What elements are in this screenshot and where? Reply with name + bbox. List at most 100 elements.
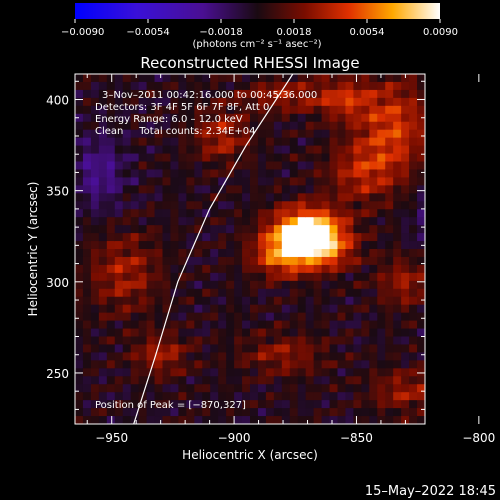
heatmap-cell bbox=[75, 177, 84, 186]
heatmap-cell bbox=[114, 352, 124, 361]
heatmap-cell bbox=[178, 352, 187, 361]
heatmap-cell bbox=[329, 304, 339, 314]
heatmap-cell bbox=[90, 360, 100, 369]
heatmap-cell bbox=[345, 129, 354, 139]
heatmap-cell bbox=[385, 288, 394, 298]
heatmap-cell bbox=[178, 105, 187, 115]
heatmap-cell bbox=[281, 81, 291, 91]
heatmap-cell bbox=[218, 225, 227, 234]
heatmap-cell bbox=[385, 408, 394, 417]
heatmap-cell bbox=[122, 217, 132, 226]
heatmap-cell bbox=[361, 376, 370, 385]
heatmap-cell bbox=[170, 201, 179, 210]
heatmap-cell bbox=[154, 225, 164, 234]
heatmap-cell bbox=[226, 392, 235, 401]
heatmap-cell bbox=[242, 288, 251, 298]
heatmap-cell bbox=[417, 145, 425, 155]
heatmap-cell bbox=[321, 400, 331, 409]
heatmap-cell bbox=[250, 145, 259, 155]
heatmap-cell bbox=[162, 193, 172, 202]
heatmap-cell bbox=[98, 376, 108, 385]
heatmap-cell bbox=[329, 145, 339, 155]
heatmap-cell bbox=[297, 74, 307, 83]
heatmap-cell bbox=[305, 121, 315, 131]
heatmap-cell bbox=[178, 193, 187, 202]
heatmap-cell bbox=[250, 272, 259, 282]
heatmap-cell bbox=[146, 153, 156, 163]
heatmap-cell bbox=[210, 360, 219, 369]
heatmap-cell bbox=[234, 81, 243, 91]
heatmap-cell bbox=[162, 296, 172, 306]
heatmap-cell bbox=[289, 113, 299, 123]
heatmap-cell bbox=[162, 225, 172, 234]
heatmap-cell bbox=[353, 137, 362, 147]
heatmap-cell bbox=[130, 344, 140, 353]
heatmap-cell bbox=[162, 89, 172, 99]
heatmap-cell bbox=[202, 352, 211, 361]
heatmap-cell bbox=[257, 304, 267, 314]
heatmap-cell bbox=[401, 328, 410, 338]
heatmap-cell bbox=[106, 392, 116, 401]
heatmap-cell bbox=[106, 145, 116, 155]
heatmap-cell bbox=[401, 312, 410, 322]
heatmap-cell bbox=[305, 201, 315, 210]
heatmap-cell bbox=[98, 121, 108, 131]
heatmap-cell bbox=[353, 336, 362, 346]
heatmap-cell bbox=[361, 249, 370, 258]
heatmap-cell bbox=[194, 416, 203, 424]
heatmap-cell bbox=[226, 256, 235, 266]
heatmap-cell bbox=[321, 288, 331, 298]
heatmap-cell bbox=[377, 376, 386, 385]
heatmap-cell bbox=[313, 121, 323, 131]
heatmap-cell bbox=[106, 408, 116, 417]
heatmap-cell bbox=[138, 249, 148, 258]
heatmap-cell bbox=[114, 145, 124, 155]
heatmap-cell bbox=[242, 193, 251, 202]
heatmap-cell bbox=[265, 384, 275, 393]
heatmap-cell bbox=[170, 74, 179, 83]
heatmap-cell bbox=[122, 145, 132, 155]
heatmap-cell bbox=[218, 376, 227, 385]
heatmap-cell bbox=[226, 193, 235, 202]
heatmap-cell bbox=[186, 113, 195, 123]
heatmap-cell bbox=[202, 256, 211, 266]
heatmap-cell bbox=[138, 352, 148, 361]
heatmap-cell bbox=[385, 153, 394, 163]
heatmap-cell bbox=[138, 233, 148, 242]
heatmap-cell bbox=[393, 272, 402, 282]
heatmap-cell bbox=[297, 384, 307, 393]
heatmap-cell bbox=[122, 392, 132, 401]
heatmap-cell bbox=[138, 416, 148, 424]
heatmap-cell bbox=[162, 264, 172, 274]
heatmap-cell bbox=[162, 256, 172, 266]
heatmap-cell bbox=[75, 81, 84, 91]
heatmap-cell bbox=[377, 400, 386, 409]
heatmap-cell bbox=[321, 81, 331, 91]
heatmap-cell bbox=[417, 272, 425, 282]
heatmap-cell bbox=[385, 320, 394, 330]
heatmap-cell bbox=[377, 360, 386, 369]
heatmap-cell bbox=[281, 272, 291, 282]
heatmap-cell bbox=[250, 137, 259, 147]
heatmap-cell bbox=[329, 201, 339, 210]
heatmap-cell bbox=[170, 392, 179, 401]
heatmap-cell bbox=[297, 400, 307, 409]
heatmap-cell bbox=[297, 81, 307, 91]
heatmap-cell bbox=[186, 288, 195, 298]
heatmap-cell bbox=[409, 74, 418, 83]
heatmap-cell bbox=[265, 169, 275, 178]
heatmap-cell bbox=[178, 145, 187, 155]
heatmap-cell bbox=[369, 89, 378, 99]
heatmap-cell bbox=[305, 400, 315, 409]
heatmap-cell bbox=[146, 360, 156, 369]
heatmap-cell bbox=[202, 209, 211, 218]
heatmap-cell bbox=[170, 256, 179, 266]
heatmap-cell bbox=[345, 137, 354, 147]
heatmap-cell bbox=[138, 209, 148, 218]
heatmap-cell bbox=[154, 408, 164, 417]
heatmap-cell bbox=[250, 169, 259, 178]
heatmap-cell bbox=[178, 368, 187, 377]
heatmap-cell bbox=[393, 89, 402, 99]
heatmap-cell bbox=[297, 217, 307, 226]
heatmap-cell bbox=[337, 225, 347, 234]
